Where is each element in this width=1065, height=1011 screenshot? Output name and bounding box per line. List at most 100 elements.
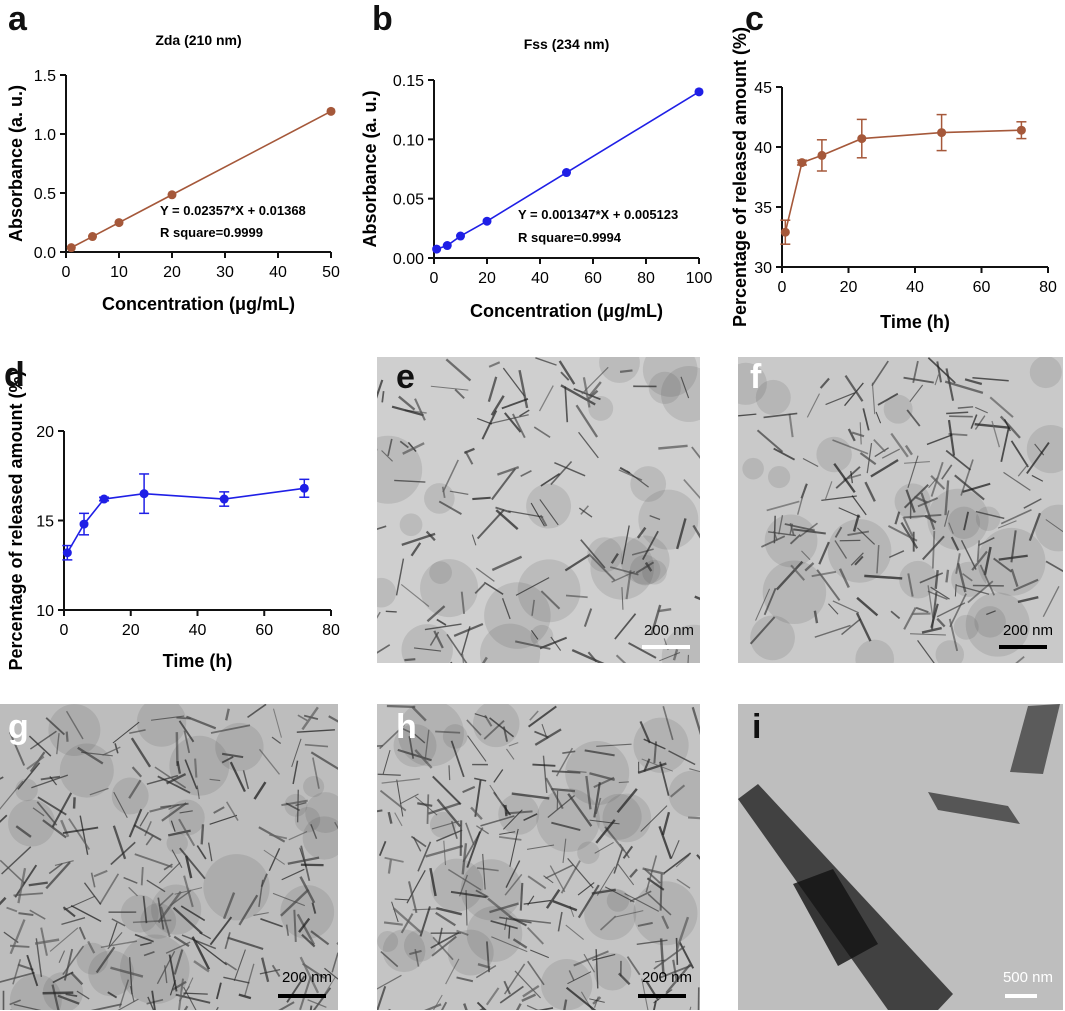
y-tick-label: 40 <box>754 140 772 157</box>
annotation: Y = 0.02357*X + 0.01368 <box>160 203 306 218</box>
y-tick-label: 0.0 <box>34 245 56 262</box>
data-point <box>482 216 492 226</box>
x-tick-label: 100 <box>686 270 713 287</box>
scale-label: 200 nm <box>643 622 694 639</box>
x-axis-title: Time (h) <box>880 312 950 332</box>
y-tick-label: 0.00 <box>393 251 424 268</box>
x-tick-label: 40 <box>531 270 549 287</box>
scale-label: 200 nm <box>641 969 692 986</box>
y-axis-title: Percentage of released amount (%) <box>6 370 26 670</box>
tem-image-i: 500 nm <box>738 704 1063 1010</box>
tem-background <box>0 704 338 1010</box>
chart-b: 0 20 40 60 80 100 0.00 0.05 0.10 0.15 Concentratio… <box>360 36 713 321</box>
x-tick-label: 80 <box>637 270 655 287</box>
tem-background <box>377 357 700 663</box>
y-tick-label: 0.15 <box>393 73 424 90</box>
y-tick-label: 10 <box>36 603 54 620</box>
y-tick-label: 15 <box>36 514 54 531</box>
chart-title: Fss (234 nm) <box>524 36 610 52</box>
panel-letter-b: b <box>372 0 393 38</box>
tem-texture <box>738 704 1063 1010</box>
tem-texture <box>377 357 700 663</box>
series-line <box>66 487 305 554</box>
x-tick-label: 10 <box>110 264 128 281</box>
scale-bar <box>638 994 686 998</box>
panel-letter-f: f <box>750 358 762 396</box>
y-tick-label: 35 <box>754 200 772 217</box>
x-tick-label: 0 <box>60 622 69 639</box>
flake <box>1010 704 1060 774</box>
tem-image-g: 200 nm <box>0 704 338 1010</box>
data-point <box>694 87 704 97</box>
annotation: Y = 0.001347*X + 0.005123 <box>518 207 678 222</box>
scale-bar <box>1005 994 1037 998</box>
panel-letter-e: e <box>396 358 415 396</box>
data-point <box>562 168 571 178</box>
chart-a: 0 10 20 30 40 50 0.0 0.5 1.0 1.5 Concentration (μg… <box>6 32 340 314</box>
x-tick-label: 0 <box>778 279 787 296</box>
flake <box>928 792 1020 824</box>
x-tick-label: 60 <box>973 279 991 296</box>
data-point <box>1016 125 1026 135</box>
data-point <box>326 106 336 116</box>
y-axis-title: Absorbance (a. u.) <box>360 90 380 247</box>
data-point <box>817 150 827 160</box>
data-point <box>780 227 790 237</box>
scale-bar <box>999 645 1047 649</box>
x-tick-label: 30 <box>216 264 234 281</box>
panel-letter-c: c <box>745 0 764 38</box>
panel-letter-h: h <box>396 708 417 746</box>
panel-letter-i: i <box>752 708 762 746</box>
data-point <box>139 489 149 499</box>
x-tick-label: 0 <box>430 270 439 287</box>
x-tick-label: 20 <box>122 622 140 639</box>
x-tick-label: 40 <box>906 279 924 296</box>
x-tick-label: 20 <box>163 264 181 281</box>
tem-texture <box>377 704 700 1010</box>
data-point <box>66 243 76 253</box>
chart-c: 0 20 40 60 80 30 35 40 45 Time (h) Percentage of r… <box>730 27 1057 332</box>
data-point <box>167 190 177 200</box>
scale-bar <box>278 994 326 998</box>
scale-label: 200 nm <box>1002 622 1053 639</box>
tem-image-h: 200 nm <box>377 704 700 1010</box>
tem-background <box>738 357 1063 663</box>
data-point <box>456 231 465 241</box>
data-point <box>88 232 97 242</box>
data-point <box>442 241 452 251</box>
data-point <box>114 218 124 228</box>
x-tick-label: 60 <box>255 622 273 639</box>
x-axis-title: Time (h) <box>163 651 233 671</box>
data-point <box>299 483 309 493</box>
tem-image-f: 200 nm <box>738 357 1063 663</box>
x-tick-label: 0 <box>62 264 71 281</box>
annotation: R square=0.9999 <box>160 225 263 240</box>
y-tick-label: 0.10 <box>393 132 424 149</box>
y-tick-label: 0.05 <box>393 192 424 209</box>
data-point <box>219 494 229 504</box>
data-point <box>62 548 72 558</box>
x-tick-label: 50 <box>322 264 340 281</box>
tem-image-e: 200 nm <box>377 357 700 663</box>
y-axis-title: Percentage of released amount (%) <box>730 27 750 327</box>
data-point <box>79 519 89 529</box>
x-tick-label: 20 <box>478 270 496 287</box>
y-tick-label: 1.5 <box>34 68 56 85</box>
scale-bar <box>642 645 690 649</box>
y-tick-label: 1.0 <box>34 127 56 144</box>
x-tick-label: 80 <box>322 622 340 639</box>
x-tick-label: 40 <box>269 264 287 281</box>
chart-d: 0 20 40 60 80 10 15 20 Time (h) Percentage of rel… <box>6 370 340 671</box>
y-tick-label: 30 <box>754 260 772 277</box>
nanobelt <box>793 869 878 966</box>
data-point <box>432 244 442 254</box>
scale-label: 500 nm <box>1002 969 1053 986</box>
x-axis-title: Concentration (μg/mL) <box>470 301 663 321</box>
y-tick-label: 45 <box>754 80 772 97</box>
data-point <box>99 494 109 504</box>
data-point <box>937 128 947 138</box>
annotation: R square=0.9994 <box>518 230 622 245</box>
x-tick-label: 80 <box>1039 279 1057 296</box>
panel-letter-g: g <box>8 708 29 746</box>
y-axis-title: Absorbance (a. u.) <box>6 85 26 242</box>
